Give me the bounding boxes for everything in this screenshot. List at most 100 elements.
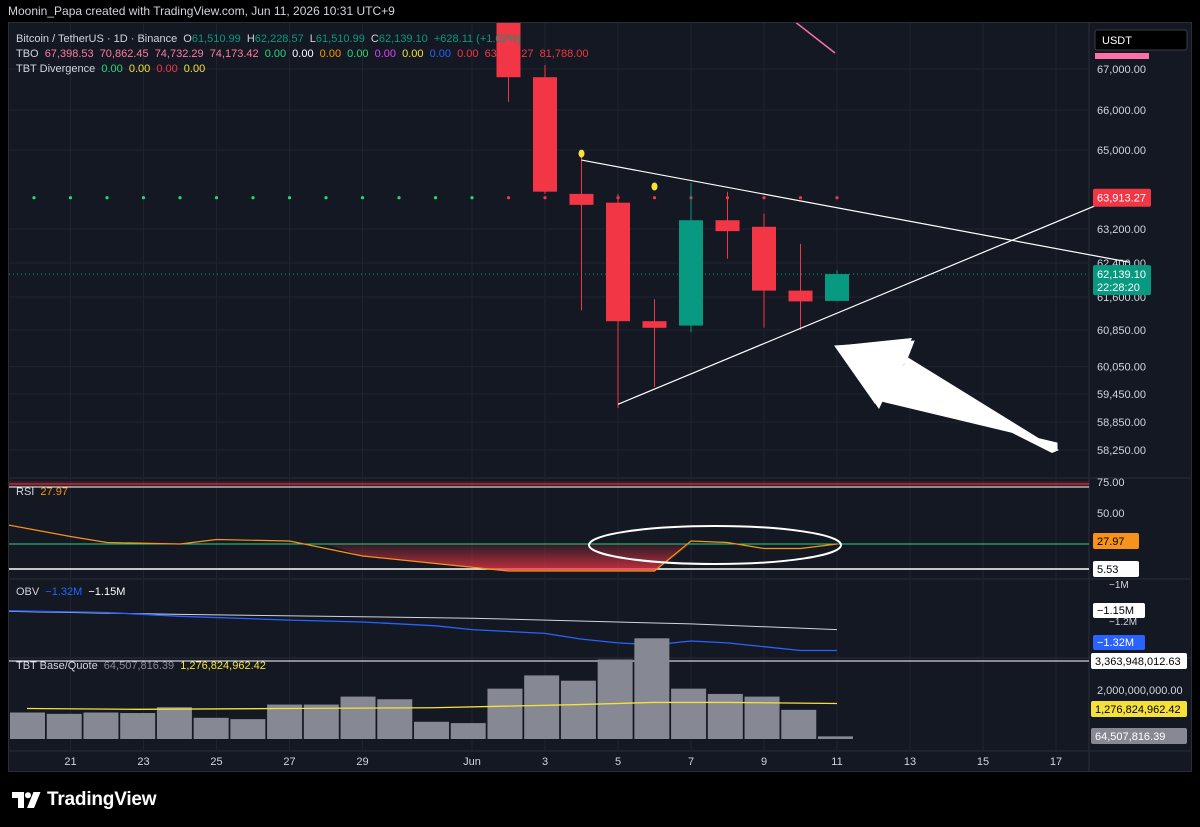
legend-symbol-line: Bitcoin / TetherUS · 1D · Binance O61,51…: [16, 33, 524, 45]
divergence-value: 0.00: [156, 63, 178, 75]
time-tick-label: 7: [688, 756, 694, 768]
time-tick-label: 15: [977, 756, 989, 768]
legend-rsi: RSI 27.97: [16, 486, 71, 498]
signal-marker: [578, 149, 585, 158]
tbo-level-dot: [251, 196, 255, 200]
tbo-value: 74,732.29: [154, 48, 204, 60]
current-price-value: 62,139.10: [1097, 269, 1146, 281]
annotation-arrow-shaft: [891, 366, 1059, 453]
time-tick-label: 29: [356, 756, 368, 768]
time-tick-label: 3: [542, 756, 548, 768]
volume-ma-label: 1,276,824,962.42: [1095, 704, 1181, 716]
price-tick-label: 67,000.00: [1097, 64, 1146, 76]
time-tick-label: 27: [283, 756, 295, 768]
legend-high: 62,228.57: [254, 33, 304, 45]
volume-bar: [46, 713, 82, 739]
tbo-value: 0.00: [402, 48, 424, 60]
candle-body: [715, 220, 740, 232]
tbo-level-dot: [324, 196, 328, 200]
candle-body: [825, 274, 849, 301]
volume-bar: [120, 713, 156, 739]
tbo-value: 81,788.00: [539, 48, 589, 60]
price-tick-label: 58,250.00: [1097, 445, 1146, 457]
time-tick-label: 5: [615, 756, 621, 768]
legend-obv-value: −1.32M: [45, 586, 83, 598]
rsi-line: [9, 524, 838, 572]
chart-svg[interactable]: 67,000.0066,000.0065,000.0063,200.0062,4…: [9, 23, 1191, 771]
volume-bar: [487, 688, 523, 739]
legend-tbo-line: TBO 67,398.53 70,862.45 74,732.29 74,173…: [16, 48, 592, 60]
chart-credit: Moonin_Papa created with TradingView.com…: [0, 0, 1200, 22]
candle-body: [569, 193, 594, 205]
tradingview-logo[interactable]: TradingView: [12, 789, 157, 811]
candle-body: [679, 220, 703, 326]
annotation-ellipse: [588, 525, 842, 565]
volume-bar: [267, 704, 303, 739]
currency-badge-label: USDT: [1102, 35, 1132, 47]
tbo-level-dot: [506, 196, 511, 200]
volume-ma-box: [1091, 701, 1187, 717]
tbo-level-dot: [32, 196, 36, 200]
price-tick-label: 59,450.00: [1097, 389, 1146, 401]
tbo-value: 0.00: [374, 48, 397, 60]
tbo-level-dot: [397, 196, 401, 200]
tbo-level-dot: [652, 196, 657, 200]
price-tick-label: 60,850.00: [1097, 325, 1146, 337]
tbo-level-dot: [360, 196, 365, 200]
volume-bar: [634, 638, 670, 739]
obv-line: [9, 610, 837, 652]
obv-value-box-label: −1.32M: [1097, 637, 1134, 649]
time-tick-label: 13: [904, 756, 916, 768]
divergence-value: 0.00: [101, 63, 123, 75]
volume-bar: [744, 696, 780, 739]
time-tick-label: 9: [761, 756, 767, 768]
obv-ma-box-label: −1.15M: [1097, 605, 1134, 617]
tradingview-logo-text: TradingView: [47, 789, 157, 810]
divergence-value: 0.00: [128, 63, 151, 75]
volume-bar: [303, 704, 339, 739]
volume-tick-label: 2,000,000,000.00: [1097, 685, 1183, 697]
footer: TradingView: [0, 772, 1200, 827]
trendline: [617, 191, 1130, 405]
tbo-value: 67,398.53: [44, 48, 94, 60]
currency-badge: [1094, 29, 1188, 51]
legend-obv: OBV −1.32M −1.15M: [16, 586, 128, 598]
volume-value-box: [1091, 728, 1187, 744]
tbo-level-dot: [433, 196, 438, 200]
tradingview-logo-icon: [12, 792, 41, 808]
volume-bar: [818, 736, 853, 739]
obv-ma-line: [9, 610, 838, 631]
price-tick-label: 58,850.00: [1097, 417, 1146, 429]
time-tick-label: 23: [137, 756, 149, 768]
trendline: [581, 159, 1130, 263]
tbo-level-dot: [178, 196, 182, 200]
indicator-pink-marker: [1095, 53, 1149, 59]
tbo-value: 0.00: [347, 48, 369, 60]
volume-ma-line: [26, 701, 838, 710]
chart-area[interactable]: 67,000.00 66,000.00 65,000.00 63,200.00 62,4…: [8, 22, 1192, 772]
tbo-value: 0.00: [429, 48, 452, 60]
tbo-level-dot: [141, 196, 146, 200]
volume-bar: [83, 712, 119, 739]
countdown-timer: 22:28:20: [1097, 282, 1140, 294]
rsi-level-box: [1093, 561, 1139, 577]
volume-bar: [340, 696, 376, 739]
legend-low-label: L: [309, 33, 316, 45]
time-tick-label: Jun: [463, 756, 481, 768]
volume-bar: [781, 709, 817, 739]
tbo-level-dot: [68, 196, 73, 200]
time-tick-label: 17: [1050, 756, 1062, 768]
volume-bar: [671, 688, 707, 739]
volume-bar: [414, 721, 449, 739]
time-tick-label: 11: [831, 756, 842, 768]
candle-body: [533, 77, 557, 192]
legend-obv-name: OBV: [16, 586, 40, 598]
indicator-line-pink: [795, 23, 836, 54]
tbo-level-dot: [287, 196, 292, 200]
legend-divergence-name: TBT Divergence: [16, 63, 96, 75]
legend-volume-ma-value: 1,276,824,962.42: [180, 660, 266, 672]
candle-body: [642, 321, 667, 328]
divergence-value: 0.00: [183, 63, 206, 75]
tbo-value: 0.00: [319, 48, 342, 60]
volume-bar: [377, 699, 413, 739]
